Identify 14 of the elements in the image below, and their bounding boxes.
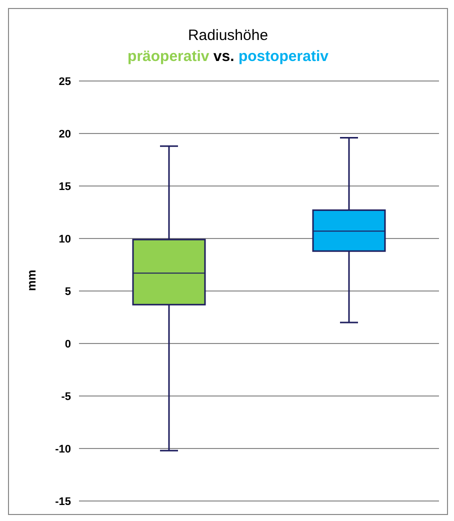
- chart-subtitle: vs.: [212, 48, 236, 65]
- y-tick-label: -5: [61, 390, 71, 403]
- y-tick-label: 0: [64, 338, 71, 350]
- y-tick-label: 10: [58, 233, 71, 246]
- text: postoperativ: [238, 48, 328, 65]
- text: präoperativ: [128, 48, 210, 65]
- y-tick-label: 25: [58, 76, 71, 88]
- y-axis-title: mm: [24, 270, 38, 291]
- y-tick-label: 15: [58, 180, 71, 193]
- y-tick-label: -10: [55, 443, 71, 456]
- chart-title: Radiushöhe: [186, 27, 270, 44]
- y-tick-label: -15: [55, 496, 71, 508]
- y-tick-label: 20: [58, 128, 71, 140]
- y-tick-label: 5: [64, 286, 71, 298]
